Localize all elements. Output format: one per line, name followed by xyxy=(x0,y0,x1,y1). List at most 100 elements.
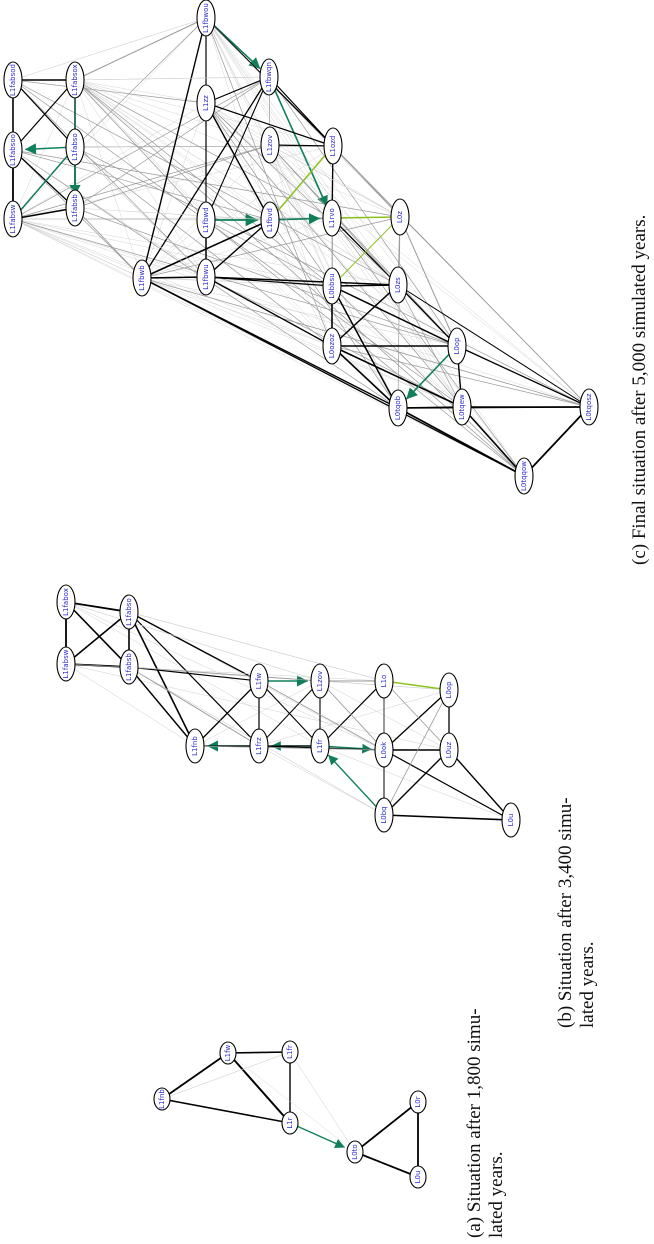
panel-c-node-label: L1fbwou xyxy=(202,3,210,33)
panel-c-node: L0tqqow xyxy=(514,457,534,495)
panel-a-node-shape xyxy=(409,1165,427,1189)
panel-b-edge xyxy=(128,611,260,682)
panel-b-edge xyxy=(383,680,450,751)
panel-b-node-shape xyxy=(56,646,76,682)
panel-b-node: L1fabsw xyxy=(56,646,76,682)
caption-c: (c) Final situation after 5,000 simulate… xyxy=(629,215,650,565)
panel-c-edge xyxy=(331,345,399,409)
panel-c-node: L1fabsw xyxy=(3,200,23,238)
panel-c-edge xyxy=(141,102,207,279)
panel-c-node-label: L0tqqow xyxy=(520,461,528,491)
panel-c-edge xyxy=(461,406,525,477)
panel-c-node-label: L0bbsu xyxy=(328,273,336,298)
panel-c-node: L1zz xyxy=(196,84,216,122)
panel-c-node: L0zs xyxy=(388,266,408,304)
panel-c-edge xyxy=(74,79,525,477)
panel-c-node-shape xyxy=(65,61,85,99)
panel-c-edge xyxy=(397,284,590,408)
panel-a-node-label: L1r xyxy=(286,1117,294,1128)
panel-b-node-shape xyxy=(310,728,330,764)
panel-a-node-shape xyxy=(219,1041,237,1065)
panel-a-node-label: L0r xyxy=(414,1096,422,1107)
panel-c-edge xyxy=(269,145,334,221)
panel-b-edge xyxy=(383,749,450,816)
panel-c-node: L1rvo xyxy=(322,199,342,237)
panel-c-edge xyxy=(331,284,399,347)
panel-c-node-label: L1fabsoo xyxy=(9,134,17,166)
panel-c-edge xyxy=(205,102,463,408)
panel-c-node-shape xyxy=(260,201,280,239)
panel-c-node-label: L0ozoz xyxy=(328,334,336,359)
panel-a-node: L1fr xyxy=(281,1040,299,1064)
panel-c-node-label: L1fbvd xyxy=(266,208,274,232)
panel-b-node-shape xyxy=(439,732,459,768)
panel-a-edge xyxy=(227,1051,291,1054)
panel-a-edge xyxy=(161,1098,291,1124)
panel-c-edge xyxy=(269,144,463,408)
panel-c-edge xyxy=(205,17,458,347)
panel-c-node-label: L1ozd xyxy=(329,136,337,157)
panel-c-edge xyxy=(74,79,463,408)
panel-c-edge xyxy=(205,76,270,104)
panel-c-edge xyxy=(141,17,207,279)
panel-c-node-shape xyxy=(322,199,342,237)
panel-c-edge xyxy=(331,217,399,286)
panel-c-edge xyxy=(269,219,399,409)
panel-b-node: L1frz xyxy=(249,728,269,764)
panel-a-edge xyxy=(289,1051,356,1153)
panel-c-node-label: L0op xyxy=(453,337,461,355)
panel-c-node-shape xyxy=(196,84,216,122)
panel-b-edge xyxy=(319,680,385,751)
panel-b-node: L1fnb xyxy=(185,728,205,764)
panel-b-node: L1fabsb xyxy=(119,649,139,685)
panel-b-edge xyxy=(258,680,385,751)
panel-b-edge xyxy=(65,601,385,751)
panel-c-edge xyxy=(397,406,590,409)
panel-c-edge xyxy=(141,277,463,408)
panel-c-edge xyxy=(74,79,207,104)
panel-a-edge xyxy=(289,1122,345,1148)
panel-b-nodes: L1fabsw L1fabox L1fabsb L1fabso L1fnb L1fw L1f… xyxy=(56,584,521,838)
panel-c-edge xyxy=(12,218,463,408)
panel-b-node-shape xyxy=(249,663,269,699)
panel-c-edge xyxy=(12,79,207,104)
panel-c-edge xyxy=(331,285,525,477)
panel-c-edge xyxy=(74,79,143,279)
panel-c-edge xyxy=(74,79,207,278)
panel-c-edge xyxy=(12,149,207,278)
panel-c-node-shape xyxy=(388,389,408,427)
panel-c-node-shape xyxy=(132,259,152,297)
caption-a-line1: (a) Situation after 1,800 simu- xyxy=(464,1008,485,1238)
panel-c-edge xyxy=(205,17,333,219)
panel-c-edge xyxy=(399,216,458,347)
panel-c-node-label: L1zov xyxy=(266,135,274,155)
panel-a-edge xyxy=(354,1101,419,1153)
panel-c-edge xyxy=(456,345,590,408)
panel-c-edge xyxy=(269,144,525,477)
panel-c-node-label: L1fabsox xyxy=(71,64,79,95)
panel-c-node-shape xyxy=(323,127,343,165)
panel-c-node: L1fbwu xyxy=(196,258,216,296)
panel-a-node-label: L0u xyxy=(414,1171,422,1184)
panel-c-node: L1fabsoo xyxy=(3,131,23,169)
panel-b-edge xyxy=(128,611,196,747)
panel-a-node-label: L0to xyxy=(351,1144,359,1159)
panel-b-edge xyxy=(194,680,260,747)
panel-b-graph: L1fabsw L1fabox L1fabsb L1fabso L1fnb L1fw L1f… xyxy=(56,584,521,838)
panel-c-edge xyxy=(12,146,76,220)
panel-c-edge xyxy=(12,149,271,221)
panel-c-node-shape xyxy=(196,201,216,239)
panel-c-node-label: L0zs xyxy=(394,277,402,293)
panel-c-edge xyxy=(141,145,334,279)
panel-a-node-label: L1fw xyxy=(224,1045,232,1062)
panel-c-node: L0bbsu xyxy=(322,267,342,305)
panel-b-node-shape xyxy=(374,732,394,768)
panel-c-node: L1fbwb xyxy=(132,259,152,297)
panel-c-node: L0tqew xyxy=(452,388,472,426)
panel-c-edge xyxy=(205,219,333,287)
panel-b-node-shape xyxy=(119,649,139,685)
panel-c-node: L1fabsb xyxy=(65,189,85,227)
panel-b-edge xyxy=(65,601,130,613)
panel-b-edge xyxy=(128,611,385,682)
panel-c-edge xyxy=(74,144,271,209)
